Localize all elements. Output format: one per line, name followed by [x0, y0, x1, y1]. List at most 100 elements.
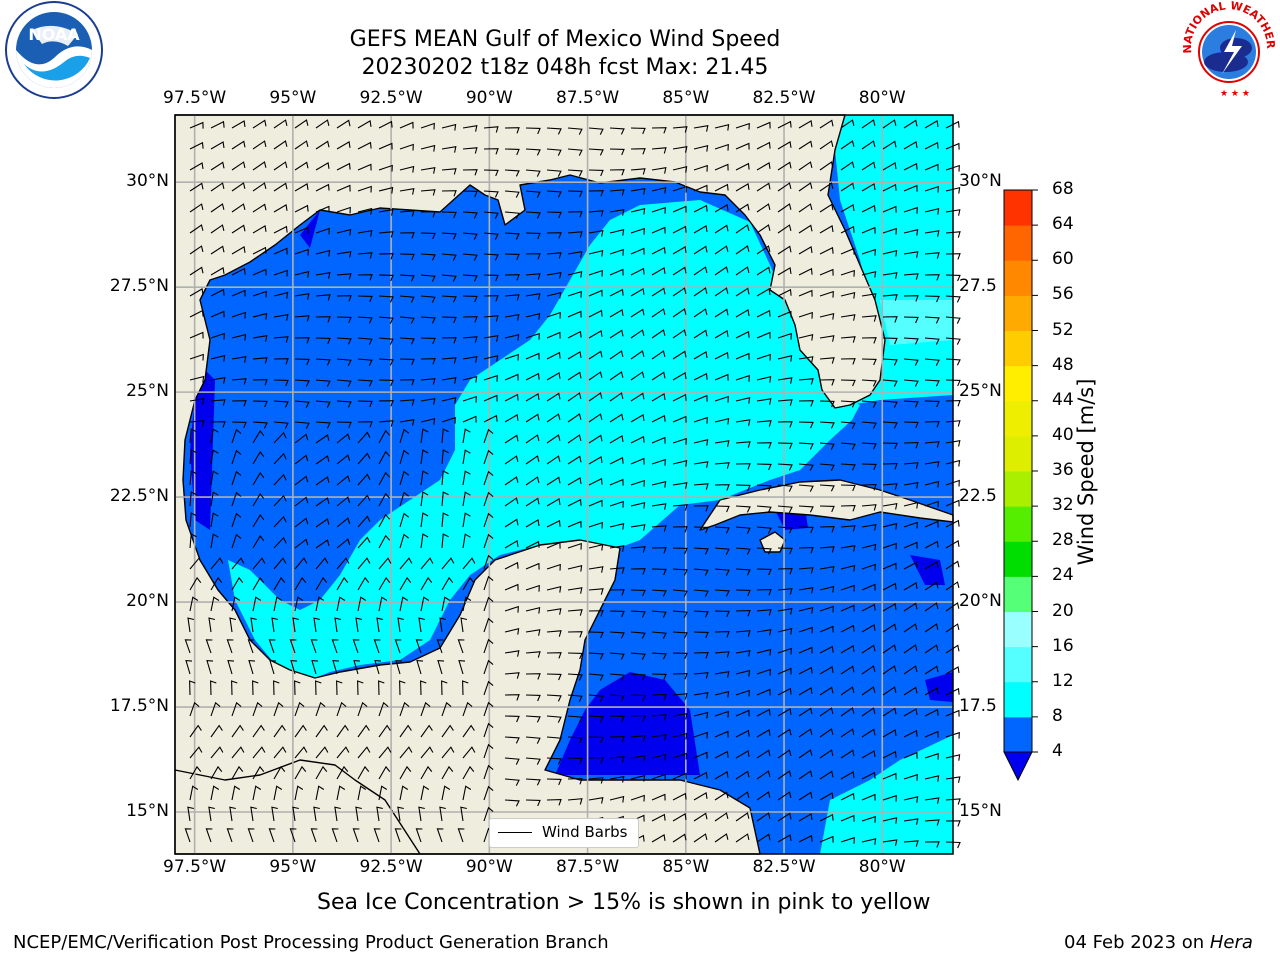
wind-barb-864	[462, 596, 472, 612]
wind-barb-1258	[184, 828, 192, 843]
wind-barb-319	[672, 287, 687, 297]
wind-barb-1088	[504, 736, 520, 744]
wind-barb-476	[861, 379, 877, 387]
wind-barb-108	[903, 162, 918, 171]
wind-barb-918	[819, 625, 834, 633]
wind-barb-486	[294, 400, 310, 408]
wind-barb-782	[294, 557, 308, 570]
wind-barb-811	[903, 561, 918, 570]
wind-barb-522	[273, 421, 289, 429]
wind-barb-627	[924, 461, 940, 468]
wind-barb-508	[756, 398, 772, 405]
wind-barb-1034	[924, 687, 939, 696]
wind-barb-979	[546, 673, 562, 681]
wind-barb-479	[924, 379, 940, 387]
wind-barb-1101	[777, 728, 792, 738]
wind-barb-191	[315, 227, 330, 235]
lon-label-top-4: 87.5°W	[555, 88, 620, 108]
wind-barb-472	[777, 377, 793, 384]
wind-barb-990	[777, 667, 792, 675]
wind-barb-224	[231, 246, 246, 255]
wind-barb-639	[399, 470, 410, 486]
wind-barb-19	[588, 127, 604, 135]
wind-barb-408	[210, 354, 226, 362]
wind-barb-1171	[693, 771, 708, 780]
wind-barb-1257	[945, 820, 961, 827]
wind-barb-907	[588, 631, 604, 639]
wind-barb-674	[357, 494, 371, 507]
lat-label-left-3: 22.5°N	[109, 486, 169, 507]
wind-barb-676	[399, 491, 410, 507]
wind-barb-467	[672, 372, 687, 381]
wind-barb-700	[903, 501, 919, 509]
colorbar-tick-label-11: 24	[1052, 565, 1074, 586]
wind-barb-718	[504, 518, 519, 528]
wind-barb-433	[735, 352, 750, 360]
wind-barb-311	[504, 294, 520, 301]
wind-barb-384	[483, 335, 499, 342]
wind-barb-1282	[693, 833, 708, 843]
wind-barb-932	[331, 639, 339, 654]
wind-barb-1268	[394, 828, 402, 843]
contour-below-4-west-coast	[190, 370, 215, 530]
wind-barb-273	[483, 274, 499, 282]
wind-barb-239	[546, 252, 562, 259]
wind-barb-379	[378, 337, 394, 345]
wind-barb-549	[840, 421, 856, 429]
wind-barb-195	[399, 232, 415, 239]
wind-barb-263	[273, 269, 288, 277]
wind-barb-903	[504, 627, 520, 635]
wind-barb-540	[651, 414, 666, 423]
wind-barb-739	[945, 519, 960, 528]
wind-barb-622	[819, 463, 835, 471]
wind-barb-366	[882, 316, 898, 323]
wind-barb-369	[945, 316, 961, 324]
wind-barb-752	[441, 533, 449, 549]
wind-barb-799	[651, 568, 667, 576]
wind-barb-237	[504, 253, 520, 261]
wind-barb-709	[315, 518, 330, 528]
wind-barb-294	[924, 274, 940, 281]
wind-barb-593	[210, 449, 219, 465]
wind-barb-457	[462, 375, 478, 383]
wind-barb-1127	[546, 757, 562, 765]
wind-barb-328	[861, 293, 877, 300]
wind-barb-1073	[189, 724, 202, 738]
wind-barb-648	[588, 477, 603, 486]
wind-barb-980	[567, 673, 583, 681]
wind-barb-733	[819, 526, 835, 533]
wind-barb-69	[861, 140, 876, 150]
wind-barb-777	[189, 557, 203, 570]
wind-barb-1244	[672, 813, 687, 822]
wind-barb-166	[567, 211, 583, 218]
wind-barb-1202	[567, 798, 583, 805]
wind-barb-851	[189, 596, 199, 612]
wind-barb-1144	[903, 751, 918, 759]
wind-barb-615	[672, 459, 688, 467]
wind-barb-217	[861, 226, 876, 234]
wind-barb-78	[273, 161, 288, 171]
wind-barb-801	[693, 568, 709, 576]
wind-barb-1271	[457, 828, 465, 843]
wind-barb-1015	[525, 694, 541, 702]
wind-barb-736	[882, 522, 898, 530]
wind-barb-785	[357, 557, 371, 570]
wind-barb-226	[273, 247, 288, 255]
wind-barb-275	[525, 273, 541, 280]
wind-barb-438	[840, 358, 856, 365]
wind-barb-265	[315, 272, 331, 279]
wind-barb-423	[525, 352, 540, 360]
wind-barb-1228	[334, 806, 341, 822]
wind-barb-1137	[756, 749, 771, 759]
wind-barb-228	[315, 249, 331, 257]
wind-barb-960	[924, 644, 939, 654]
colorbar-tick-label-16: 4	[1052, 741, 1063, 761]
wind-barb-489	[357, 400, 373, 408]
wind-barb-234	[441, 253, 457, 261]
wind-barb-560	[294, 433, 309, 444]
wind-barb-1072	[945, 709, 960, 717]
wind-barb-478	[903, 379, 919, 387]
wind-barb-1246	[714, 812, 729, 822]
wind-barb-1260	[226, 828, 234, 843]
wind-barb-822	[357, 576, 370, 591]
